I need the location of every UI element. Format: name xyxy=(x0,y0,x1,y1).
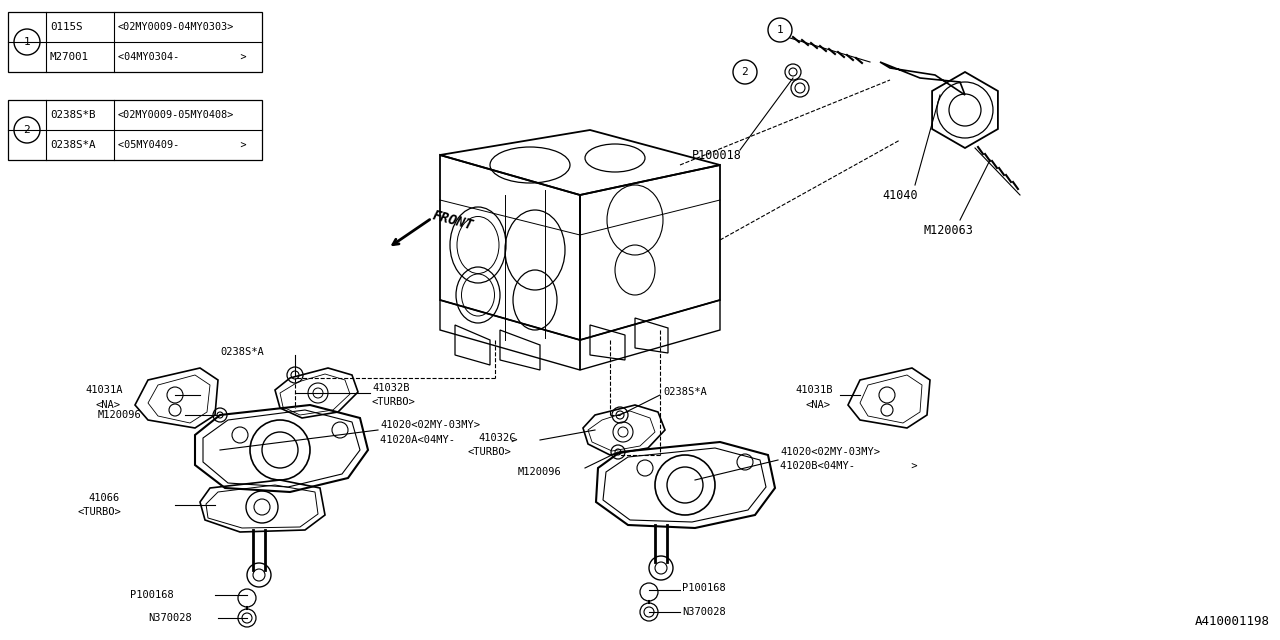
Text: P100168: P100168 xyxy=(131,590,174,600)
Text: M120096: M120096 xyxy=(518,467,562,477)
Text: P100018: P100018 xyxy=(692,148,742,161)
Text: <04MY0304-          >: <04MY0304- > xyxy=(118,52,247,62)
Text: 2: 2 xyxy=(23,125,31,135)
Text: 41031B: 41031B xyxy=(795,385,832,395)
Bar xyxy=(8,100,262,160)
Text: <02MY0009-04MY0303>: <02MY0009-04MY0303> xyxy=(118,22,234,32)
Text: <TURBO>: <TURBO> xyxy=(468,447,512,457)
Text: 0238S*B: 0238S*B xyxy=(50,110,96,120)
Text: N370028: N370028 xyxy=(148,613,192,623)
Text: 0238S*A: 0238S*A xyxy=(50,140,96,150)
Text: 0115S: 0115S xyxy=(50,22,82,32)
Text: 1: 1 xyxy=(777,25,783,35)
Text: N370028: N370028 xyxy=(682,607,726,617)
Text: <TURBO>: <TURBO> xyxy=(78,507,122,517)
Text: 41020<02MY-03MY>: 41020<02MY-03MY> xyxy=(780,447,881,457)
Text: <02MY0009-05MY0408>: <02MY0009-05MY0408> xyxy=(118,110,234,120)
Text: M27001: M27001 xyxy=(50,52,90,62)
Text: M120063: M120063 xyxy=(924,223,974,237)
Text: 41031A: 41031A xyxy=(84,385,123,395)
Text: <05MY0409-          >: <05MY0409- > xyxy=(118,140,247,150)
Text: FRONT: FRONT xyxy=(431,208,475,232)
Text: 41032C: 41032C xyxy=(477,433,516,443)
Text: M120096: M120096 xyxy=(99,410,142,420)
Text: 41020<02MY-03MY>: 41020<02MY-03MY> xyxy=(380,420,480,430)
Text: 41066: 41066 xyxy=(88,493,119,503)
Text: 41020B<04MY-         >: 41020B<04MY- > xyxy=(780,461,918,471)
Text: 1: 1 xyxy=(23,37,31,47)
Text: 0238S*A: 0238S*A xyxy=(663,387,707,397)
Text: <NA>: <NA> xyxy=(805,400,829,410)
Text: <TURBO>: <TURBO> xyxy=(372,397,416,407)
Text: 0238S*A: 0238S*A xyxy=(220,347,264,357)
Text: A410001198: A410001198 xyxy=(1196,615,1270,628)
Text: 41032B: 41032B xyxy=(372,383,410,393)
Text: 41040: 41040 xyxy=(882,189,918,202)
Text: P100168: P100168 xyxy=(682,583,726,593)
Text: <NA>: <NA> xyxy=(95,400,120,410)
Bar xyxy=(8,12,262,72)
Text: 2: 2 xyxy=(741,67,749,77)
Text: 41020A<04MY-         >: 41020A<04MY- > xyxy=(380,435,517,445)
